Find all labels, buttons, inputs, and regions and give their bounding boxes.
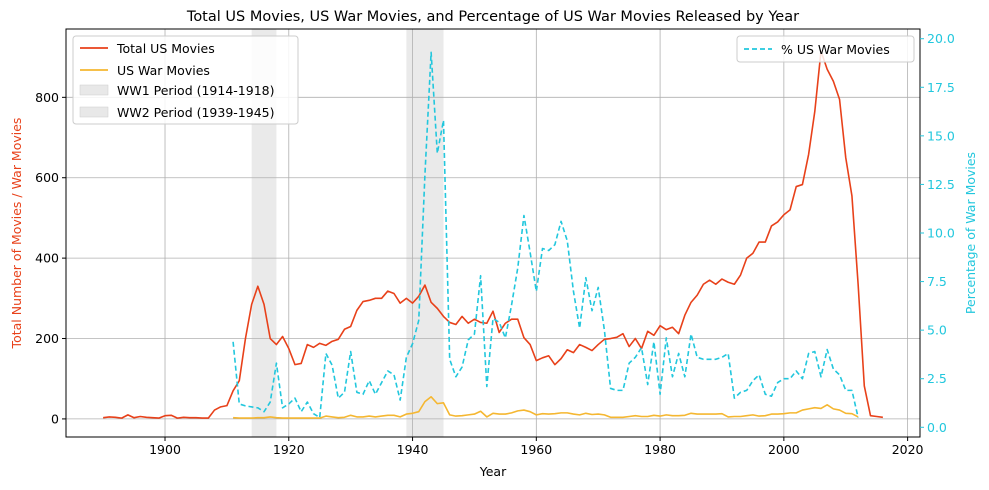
y-right-tick-label-2-5: 2.5 (927, 371, 947, 386)
legend-swatch-ww2 (79, 106, 109, 118)
y-left-tick-label-0: 0 (51, 411, 59, 426)
legend-label-war: US War Movies (117, 63, 210, 78)
x-tick-label-1900: 1900 (149, 442, 181, 457)
x-axis-label: Year (479, 464, 507, 479)
x-axis: 1900 1920 1940 1960 1980 2000 2020 (149, 437, 924, 457)
x-tick-label-2020: 2020 (892, 442, 924, 457)
y-right-tick-label-5-0: 5.0 (927, 323, 947, 338)
y-right-tick-label-0-0: 0.0 (927, 420, 947, 435)
legend-label-total: Total US Movies (116, 41, 215, 56)
legend-label-ww1: WW1 Period (1914-1918) (117, 83, 274, 98)
x-tick-label-1980: 1980 (644, 442, 676, 457)
y-right-tick-label-15-0: 15.0 (927, 128, 955, 143)
y-right-tick-label-7-5: 7.5 (927, 274, 947, 289)
legend-label-pct: % US War Movies (781, 42, 890, 57)
y-axis-right-label: Percentage of War Movies (963, 152, 978, 314)
y-right-tick-label-10-0: 10.0 (927, 226, 955, 241)
chart-title: Total US Movies, US War Movies, and Perc… (186, 9, 799, 25)
y-right-tick-label-12-5: 12.5 (927, 177, 955, 192)
y-axis-right: 0.0 2.5 5.0 7.5 10.0 12.5 15.0 17.5 20.0 (920, 31, 955, 435)
legend-swatch-ww1 (79, 84, 109, 96)
series-line-total-us-movies (103, 50, 883, 419)
legend-right-frame (736, 35, 915, 63)
y-left-tick-label-200: 200 (35, 331, 59, 346)
y-left-tick-label-400: 400 (35, 251, 59, 266)
y-axis-left: 0 200 400 600 800 (35, 90, 66, 426)
legend-label-ww2: WW2 Period (1939-1945) (117, 105, 274, 120)
y-right-tick-label-20-0: 20.0 (927, 31, 955, 46)
legend-left-frame (72, 35, 299, 125)
x-tick-label-1960: 1960 (520, 442, 552, 457)
x-tick-label-1920: 1920 (273, 442, 305, 457)
legend-left: Total US Movies US War Movies WW1 Period… (72, 35, 299, 125)
x-tick-label-1940: 1940 (397, 442, 429, 457)
series-line-us-war-movies (233, 395, 859, 419)
x-tick-label-2000: 2000 (768, 442, 800, 457)
legend-right: % US War Movies (736, 35, 915, 63)
series-layer (103, 50, 883, 419)
series-line-us-war-movies (232, 51, 859, 419)
y-axis-left-label: Total Number of Movies / War Movies (9, 118, 24, 350)
shade-ww2-period (406, 29, 444, 437)
y-left-tick-label-600: 600 (35, 170, 59, 185)
y-right-tick-label-17-5: 17.5 (927, 80, 955, 95)
y-left-tick-label-800: 800 (35, 90, 59, 105)
